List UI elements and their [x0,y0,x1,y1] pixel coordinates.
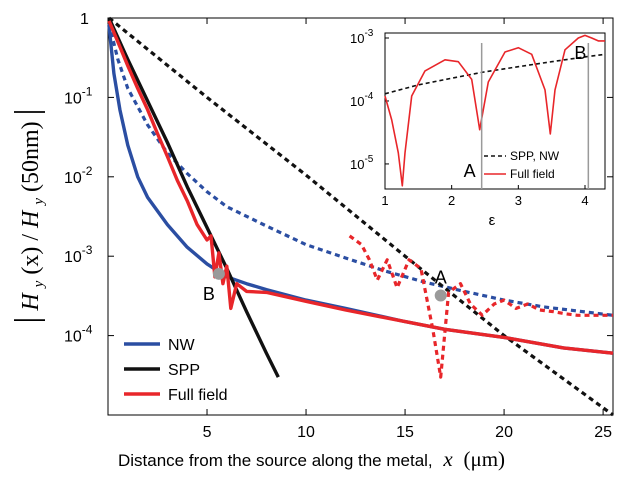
inset-series-line-full-field [384,34,605,187]
x-tick-label: 20 [495,424,513,441]
x-tick-label: 10 [297,424,315,441]
y-label-arg1: (x) [18,247,44,275]
inset-chart: 1 2 3 410-310-410-5 AB ε SPP, NW Full field [350,28,606,229]
y-tick-label: 1 [80,11,89,28]
series-line-full-field-dashed [348,234,613,379]
x-axis-label-symbol: x [442,447,453,471]
inset-y-tick-label: 10-5 [350,154,374,172]
marker-label-a: A [435,267,447,287]
marker-point-b [212,267,225,280]
marker-point-a [434,289,447,302]
inset-legend-label-spp-nw: SPP, NW [510,149,560,163]
y-label-right-bar: | [9,109,46,116]
inset-x-tick-label: 1 [381,193,388,208]
inset-y-tick-label: 10-3 [350,28,374,46]
y-label-arg2: (50nm) [18,121,44,192]
y-label-slash: / [18,234,44,241]
marker-label-b: B [203,284,215,304]
inset-y-tick-label: 10-4 [350,91,374,109]
x-axis-label-unit: (μm) [463,447,505,471]
series-line-spp [107,17,280,378]
inset-marker-label-a: A [464,161,476,181]
inset-markers: AB [464,43,590,189]
x-tick-label: 5 [203,424,212,441]
series-line-full-field [107,20,614,355]
inset-x-tick-label: 3 [515,193,522,208]
y-label-sub1: y [31,280,47,289]
y-tick-label: 10-1 [64,84,93,107]
y-tick-label: 10-2 [64,164,93,187]
series-line-spp-dashed [107,16,614,417]
legend-label-spp: SPP [168,362,200,379]
y-label-sub2: y [31,198,47,207]
y-axis-label: | H y (x) / H y (50nm) | [9,109,49,324]
inset-plot-frame [384,32,606,190]
series-line-nw-dashed [107,23,614,317]
inset-ticks: 1 2 3 4 10-3 10-4 10-5 [350,28,589,208]
x-axis-label-text: Distance from the source along the metal… [118,451,433,470]
inset-x-axis-label: ε [489,212,496,229]
x-tick-label: 25 [594,424,612,441]
legend-label-nw: NW [168,337,196,354]
inset-series-layer [384,34,606,187]
legend-label-full-field: Full field [168,387,228,404]
main-markers: BA [203,267,447,303]
y-label-H2: H [18,209,44,229]
y-tick-label: 10-3 [64,243,93,266]
main-ticks: 5 10 15 20 25 1 10-1 10-2 10-3 10-4 [64,11,613,441]
x-axis-label: Distance from the source along the metal… [118,447,505,471]
inset-marker-label-b: B [574,43,586,63]
inset-x-tick-label: 2 [448,193,455,208]
inset-series-line-spp-nw [384,53,606,95]
x-tick-label: 15 [396,424,414,441]
main-legend: NW SPP Full field [124,337,228,404]
inset-x-tick-label: 4 [581,193,588,208]
y-tick-label: 10-4 [64,323,93,346]
y-label-H1: H [18,292,44,312]
inset-legend-label-full-field: Full field [510,167,555,181]
main-series-layer [107,16,614,417]
y-label-left-bar: | [9,317,46,324]
inset-legend: SPP, NW Full field [484,149,560,181]
